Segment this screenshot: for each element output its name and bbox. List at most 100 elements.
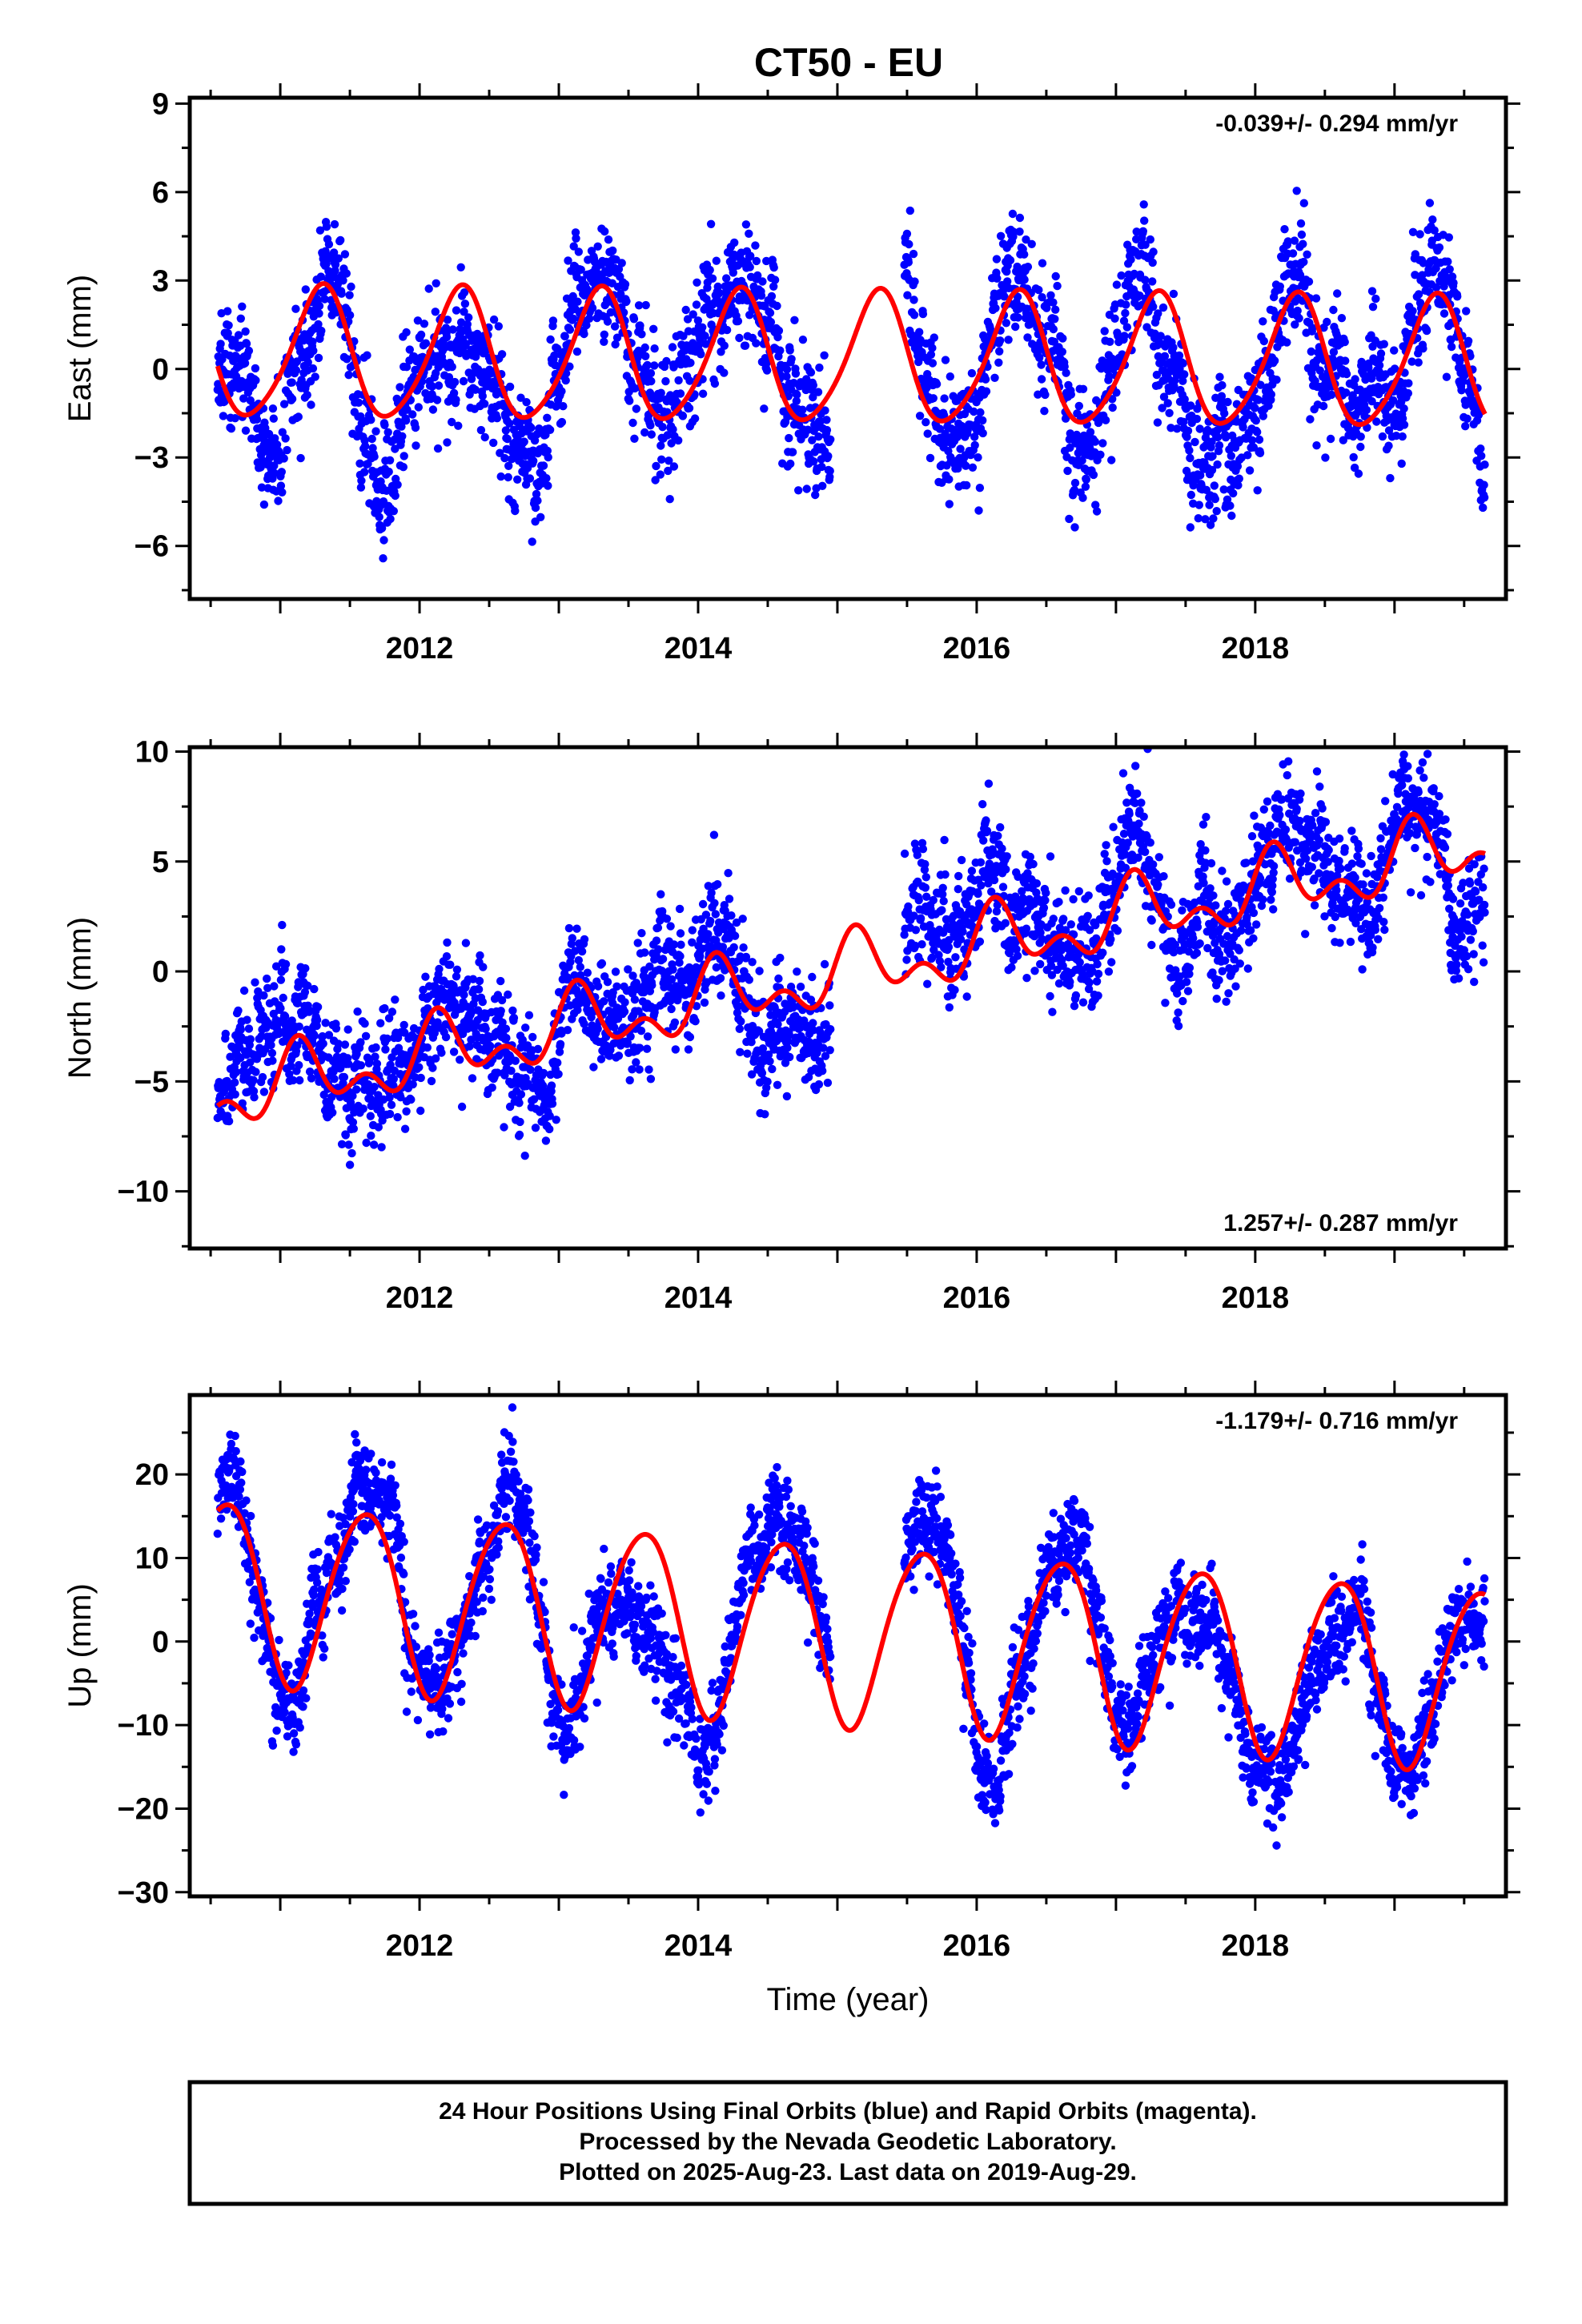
north-point bbox=[945, 1003, 954, 1012]
east-point bbox=[505, 419, 514, 428]
north-point bbox=[716, 974, 725, 983]
north-point bbox=[738, 915, 747, 923]
north-point bbox=[944, 957, 953, 967]
east-point bbox=[1291, 320, 1299, 329]
north-point bbox=[1094, 991, 1102, 1000]
north-point bbox=[709, 830, 719, 839]
east-point bbox=[1326, 434, 1335, 444]
north-point bbox=[977, 881, 986, 890]
east-point bbox=[995, 347, 1004, 356]
east-point bbox=[1339, 436, 1348, 444]
east-point bbox=[903, 291, 912, 300]
north-point bbox=[904, 902, 913, 911]
north-point bbox=[244, 1024, 254, 1033]
north-point bbox=[809, 1026, 817, 1035]
east-point bbox=[610, 322, 620, 331]
north-point bbox=[384, 1014, 394, 1023]
east-point bbox=[428, 382, 437, 391]
east-point bbox=[251, 364, 260, 373]
north-point bbox=[1107, 958, 1116, 967]
east-point bbox=[1340, 337, 1349, 347]
north-point bbox=[443, 938, 452, 947]
east-point bbox=[1328, 354, 1337, 364]
east-point bbox=[1008, 209, 1018, 219]
east-point bbox=[814, 432, 823, 441]
north-point bbox=[640, 948, 649, 957]
east-point bbox=[550, 351, 559, 360]
north-point bbox=[1048, 1007, 1057, 1016]
east-point bbox=[625, 396, 634, 405]
north-point bbox=[1014, 872, 1022, 882]
north-point bbox=[929, 895, 938, 905]
east-point bbox=[569, 314, 578, 324]
east-point bbox=[434, 381, 444, 390]
north-point bbox=[644, 1065, 653, 1074]
north-point bbox=[1075, 958, 1084, 967]
east-point bbox=[1041, 390, 1050, 400]
east-point bbox=[408, 410, 417, 419]
east-point bbox=[532, 489, 541, 499]
east-point bbox=[1308, 324, 1317, 332]
east-point bbox=[641, 352, 650, 360]
east-point bbox=[1122, 323, 1132, 332]
north-point bbox=[564, 923, 574, 933]
east-point bbox=[1295, 314, 1303, 323]
east-point bbox=[385, 456, 395, 464]
east-point bbox=[1390, 346, 1399, 355]
east-point bbox=[1186, 453, 1195, 463]
north-point bbox=[713, 880, 722, 889]
east-point bbox=[1191, 437, 1199, 447]
east-point bbox=[1375, 361, 1384, 370]
east-point bbox=[448, 325, 457, 334]
north-point bbox=[515, 1130, 524, 1140]
north-point bbox=[982, 816, 990, 825]
east-point bbox=[769, 282, 778, 291]
east-point bbox=[1356, 432, 1365, 441]
east-point bbox=[402, 328, 411, 337]
north-point bbox=[1022, 974, 1031, 983]
north-point bbox=[733, 1002, 742, 1011]
north-point bbox=[1054, 979, 1064, 988]
east-point bbox=[902, 229, 912, 239]
north-point bbox=[632, 979, 640, 987]
east-point bbox=[905, 239, 913, 249]
east-point bbox=[1312, 441, 1321, 450]
north-point bbox=[757, 1068, 767, 1078]
east-point bbox=[223, 328, 232, 338]
east-point bbox=[1439, 309, 1449, 318]
north-point bbox=[500, 1071, 509, 1080]
north-point bbox=[606, 1045, 615, 1055]
north-point bbox=[776, 953, 785, 963]
north-point bbox=[741, 952, 751, 962]
east-point bbox=[646, 421, 655, 430]
east-point bbox=[1166, 424, 1175, 432]
north-point bbox=[310, 984, 319, 994]
east-point bbox=[822, 425, 832, 435]
east-point bbox=[564, 256, 572, 265]
east-point bbox=[1226, 501, 1235, 510]
east-point bbox=[542, 474, 551, 483]
east-point bbox=[774, 326, 784, 336]
east-point bbox=[1020, 275, 1029, 284]
north-point bbox=[1134, 819, 1143, 828]
north-point bbox=[593, 1024, 602, 1034]
east-point bbox=[432, 396, 442, 404]
north-point bbox=[1085, 926, 1094, 935]
east-point bbox=[1399, 420, 1409, 429]
north-point bbox=[224, 1116, 234, 1126]
east-point bbox=[685, 404, 694, 412]
north-point bbox=[432, 1054, 440, 1063]
east-point bbox=[1213, 460, 1222, 469]
east-point bbox=[503, 434, 512, 444]
north-point bbox=[293, 999, 302, 1008]
east-point bbox=[489, 315, 499, 324]
north-point bbox=[391, 995, 400, 1004]
east-point bbox=[1408, 227, 1418, 236]
east-point bbox=[1327, 390, 1336, 400]
east-point bbox=[773, 332, 782, 342]
east-point bbox=[968, 463, 978, 472]
east-point bbox=[826, 435, 835, 444]
east-point bbox=[231, 414, 239, 423]
east-point bbox=[1092, 507, 1102, 516]
east-point bbox=[1210, 481, 1219, 490]
